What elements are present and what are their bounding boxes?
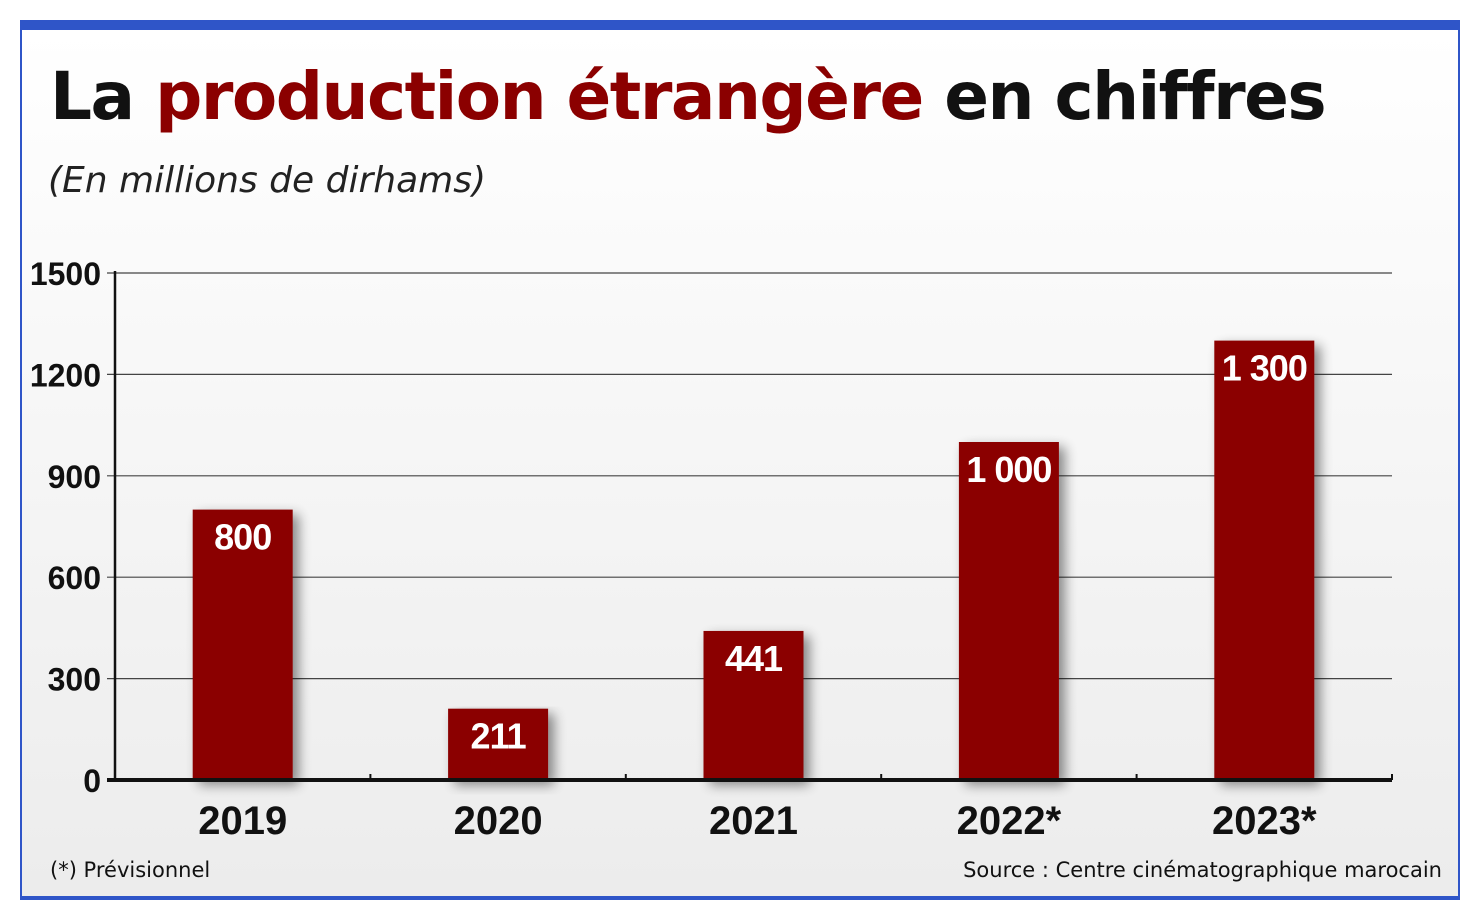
bar-chart: 0 300 600 900 1200 1500 800 2019 211 2020 441 2021 1…: [30, 256, 1393, 843]
bar: [703, 630, 804, 780]
title-part1: La: [50, 58, 156, 135]
grid-lines: [107, 272, 1392, 680]
x-tick-label: 2021: [709, 799, 798, 843]
footnote: (*) Prévisionnel: [50, 858, 211, 882]
bar-value-label: 800: [214, 517, 271, 558]
labels: 0 300 600 900 1200 1500 800 2019 211 2020 441 2021 1…: [30, 256, 1317, 843]
y-tick-label: 300: [48, 662, 101, 698]
x-tick-label: 2022*: [957, 799, 1062, 843]
y-tick-label: 0: [83, 763, 101, 799]
bar-value-label: 1 300: [1222, 348, 1307, 389]
x-tick-label: 2023*: [1212, 799, 1317, 843]
x-tick-label: 2019: [198, 799, 287, 843]
bars: [192, 340, 1315, 780]
y-tick-label: 1200: [30, 357, 101, 393]
chart-subtitle: (En millions de dirhams): [48, 160, 487, 201]
bar-value-label: 441: [725, 638, 783, 679]
bar: [1214, 340, 1315, 780]
axes: [107, 271, 1393, 782]
x-tick-label: 2020: [454, 799, 543, 843]
chart-frame: La production étrangère en chiffres (En …: [20, 20, 1460, 900]
y-tick-label: 600: [48, 560, 101, 596]
source-note: Source : Centre cinématographique maroca…: [963, 858, 1442, 882]
title-accent: production étrangère: [155, 58, 924, 135]
bar-value-label: 211: [471, 716, 527, 757]
bar: [192, 509, 293, 780]
title-part2: en chiffres: [922, 58, 1327, 135]
chart-title: La production étrangère en chiffres: [50, 58, 1327, 135]
bar: [958, 442, 1059, 780]
bar-value-label: 1 000: [966, 449, 1051, 490]
y-tick-label: 1500: [30, 256, 101, 292]
y-tick-label: 900: [48, 459, 101, 495]
bar: [448, 708, 549, 780]
